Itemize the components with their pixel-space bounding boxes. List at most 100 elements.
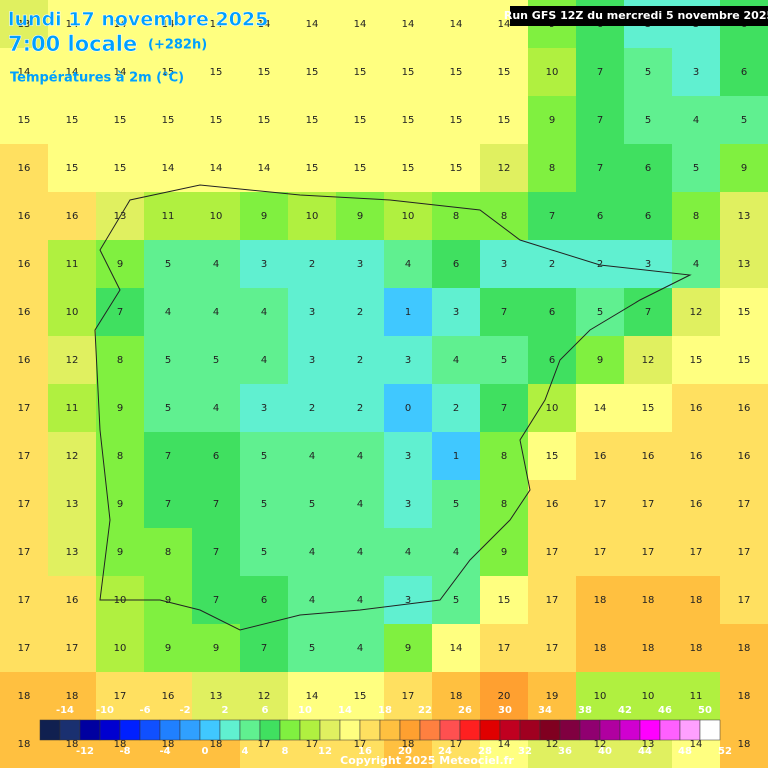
temp-value: 7 [213,595,219,606]
legend-swatch [539,719,561,741]
temp-cell [48,480,97,529]
temp-value: 14 [690,739,703,750]
temp-value: 15 [402,67,415,78]
temp-value: 17 [18,595,31,606]
temp-value: 5 [597,307,603,318]
legend-label: 38 [578,705,592,716]
temp-cell [576,240,625,289]
temp-cell [528,96,577,145]
temp-value: 15 [18,115,31,126]
temp-cell [384,96,433,145]
temp-value: 18 [642,643,655,654]
legend-label: 6 [262,705,269,716]
temp-value: 15 [66,163,79,174]
temp-value: 17 [594,547,607,558]
temp-cell [528,288,577,337]
legend-swatch [659,719,681,741]
temp-value: 6 [261,595,267,606]
temp-cell [0,240,49,289]
legend-label: 44 [638,746,652,757]
temp-cell [144,48,193,97]
temp-cell [672,288,721,337]
temp-value: 16 [18,259,31,270]
temp-value: 18 [690,643,703,654]
temp-value: 14 [450,19,463,30]
temp-value: 7 [501,307,507,318]
legend-label: 10 [298,705,312,716]
temp-cell [432,0,481,49]
temp-value: 9 [501,547,507,558]
temp-cell [432,480,481,529]
legend-label: 16 [358,746,372,757]
legend-label: 14 [338,705,352,716]
temp-cell [480,576,529,625]
temp-cell [0,0,49,49]
temp-cell [480,48,529,97]
temp-cell [0,672,49,721]
temp-value: 10 [546,67,559,78]
temp-cell [432,144,481,193]
temp-value: 13 [210,691,223,702]
temp-cell [576,672,625,721]
temp-cell [144,432,193,481]
temp-value: 8 [165,547,171,558]
temp-cell [432,672,481,721]
temp-cell [720,384,768,433]
temp-value: 16 [642,451,655,462]
temp-value: 15 [306,163,319,174]
temp-value: 17 [402,691,415,702]
temp-value: 18 [738,739,751,750]
temp-cell [336,288,385,337]
temp-value: 8 [549,163,555,174]
temp-value: 18 [594,643,607,654]
temp-value: 17 [642,547,655,558]
temp-value: 15 [354,115,367,126]
temp-cell [528,336,577,385]
temp-value: 7 [213,499,219,510]
temp-cell [576,480,625,529]
legend-swatch [439,719,461,741]
temp-value: 2 [357,355,363,366]
temp-value: 17 [18,451,31,462]
temp-value: 16 [690,403,703,414]
temp-value: 0 [405,403,411,414]
temp-value: 17 [450,739,463,750]
temp-value: 4 [357,643,363,654]
temp-cell [480,240,529,289]
temp-value: 2 [357,403,363,414]
legend-label: -12 [76,746,94,757]
temp-value: 7 [597,115,603,126]
temp-value: 17 [18,499,31,510]
temp-cell [288,528,337,577]
legend-swatch [99,719,121,741]
temp-cell [96,0,145,49]
temp-cell [576,48,625,97]
temp-value: 7 [597,163,603,174]
temp-value: 17 [738,595,751,606]
temp-value: 4 [693,115,699,126]
temp-value: 2 [453,403,459,414]
temp-value: 9 [165,643,171,654]
legend-swatch [279,719,301,741]
lead: (+282h) [148,38,207,53]
temp-value: 13 [66,499,79,510]
temp-value: 5 [165,355,171,366]
temp-value: 9 [357,211,363,222]
temp-value: 16 [738,451,751,462]
temp-cell [144,192,193,241]
temp-value: 3 [405,355,411,366]
temp-cell [480,144,529,193]
temp-cell [288,480,337,529]
temp-value: 16 [66,211,79,222]
temp-cell [336,0,385,49]
legend-label: -10 [96,705,114,716]
temp-value: 16 [690,499,703,510]
temp-value: 9 [741,163,747,174]
temp-value: 4 [213,307,219,318]
legend-label: -4 [159,746,170,757]
temp-value: 14 [18,67,31,78]
temp-cell [384,672,433,721]
legend-label: 32 [518,746,532,757]
temp-value: 3 [357,259,363,270]
